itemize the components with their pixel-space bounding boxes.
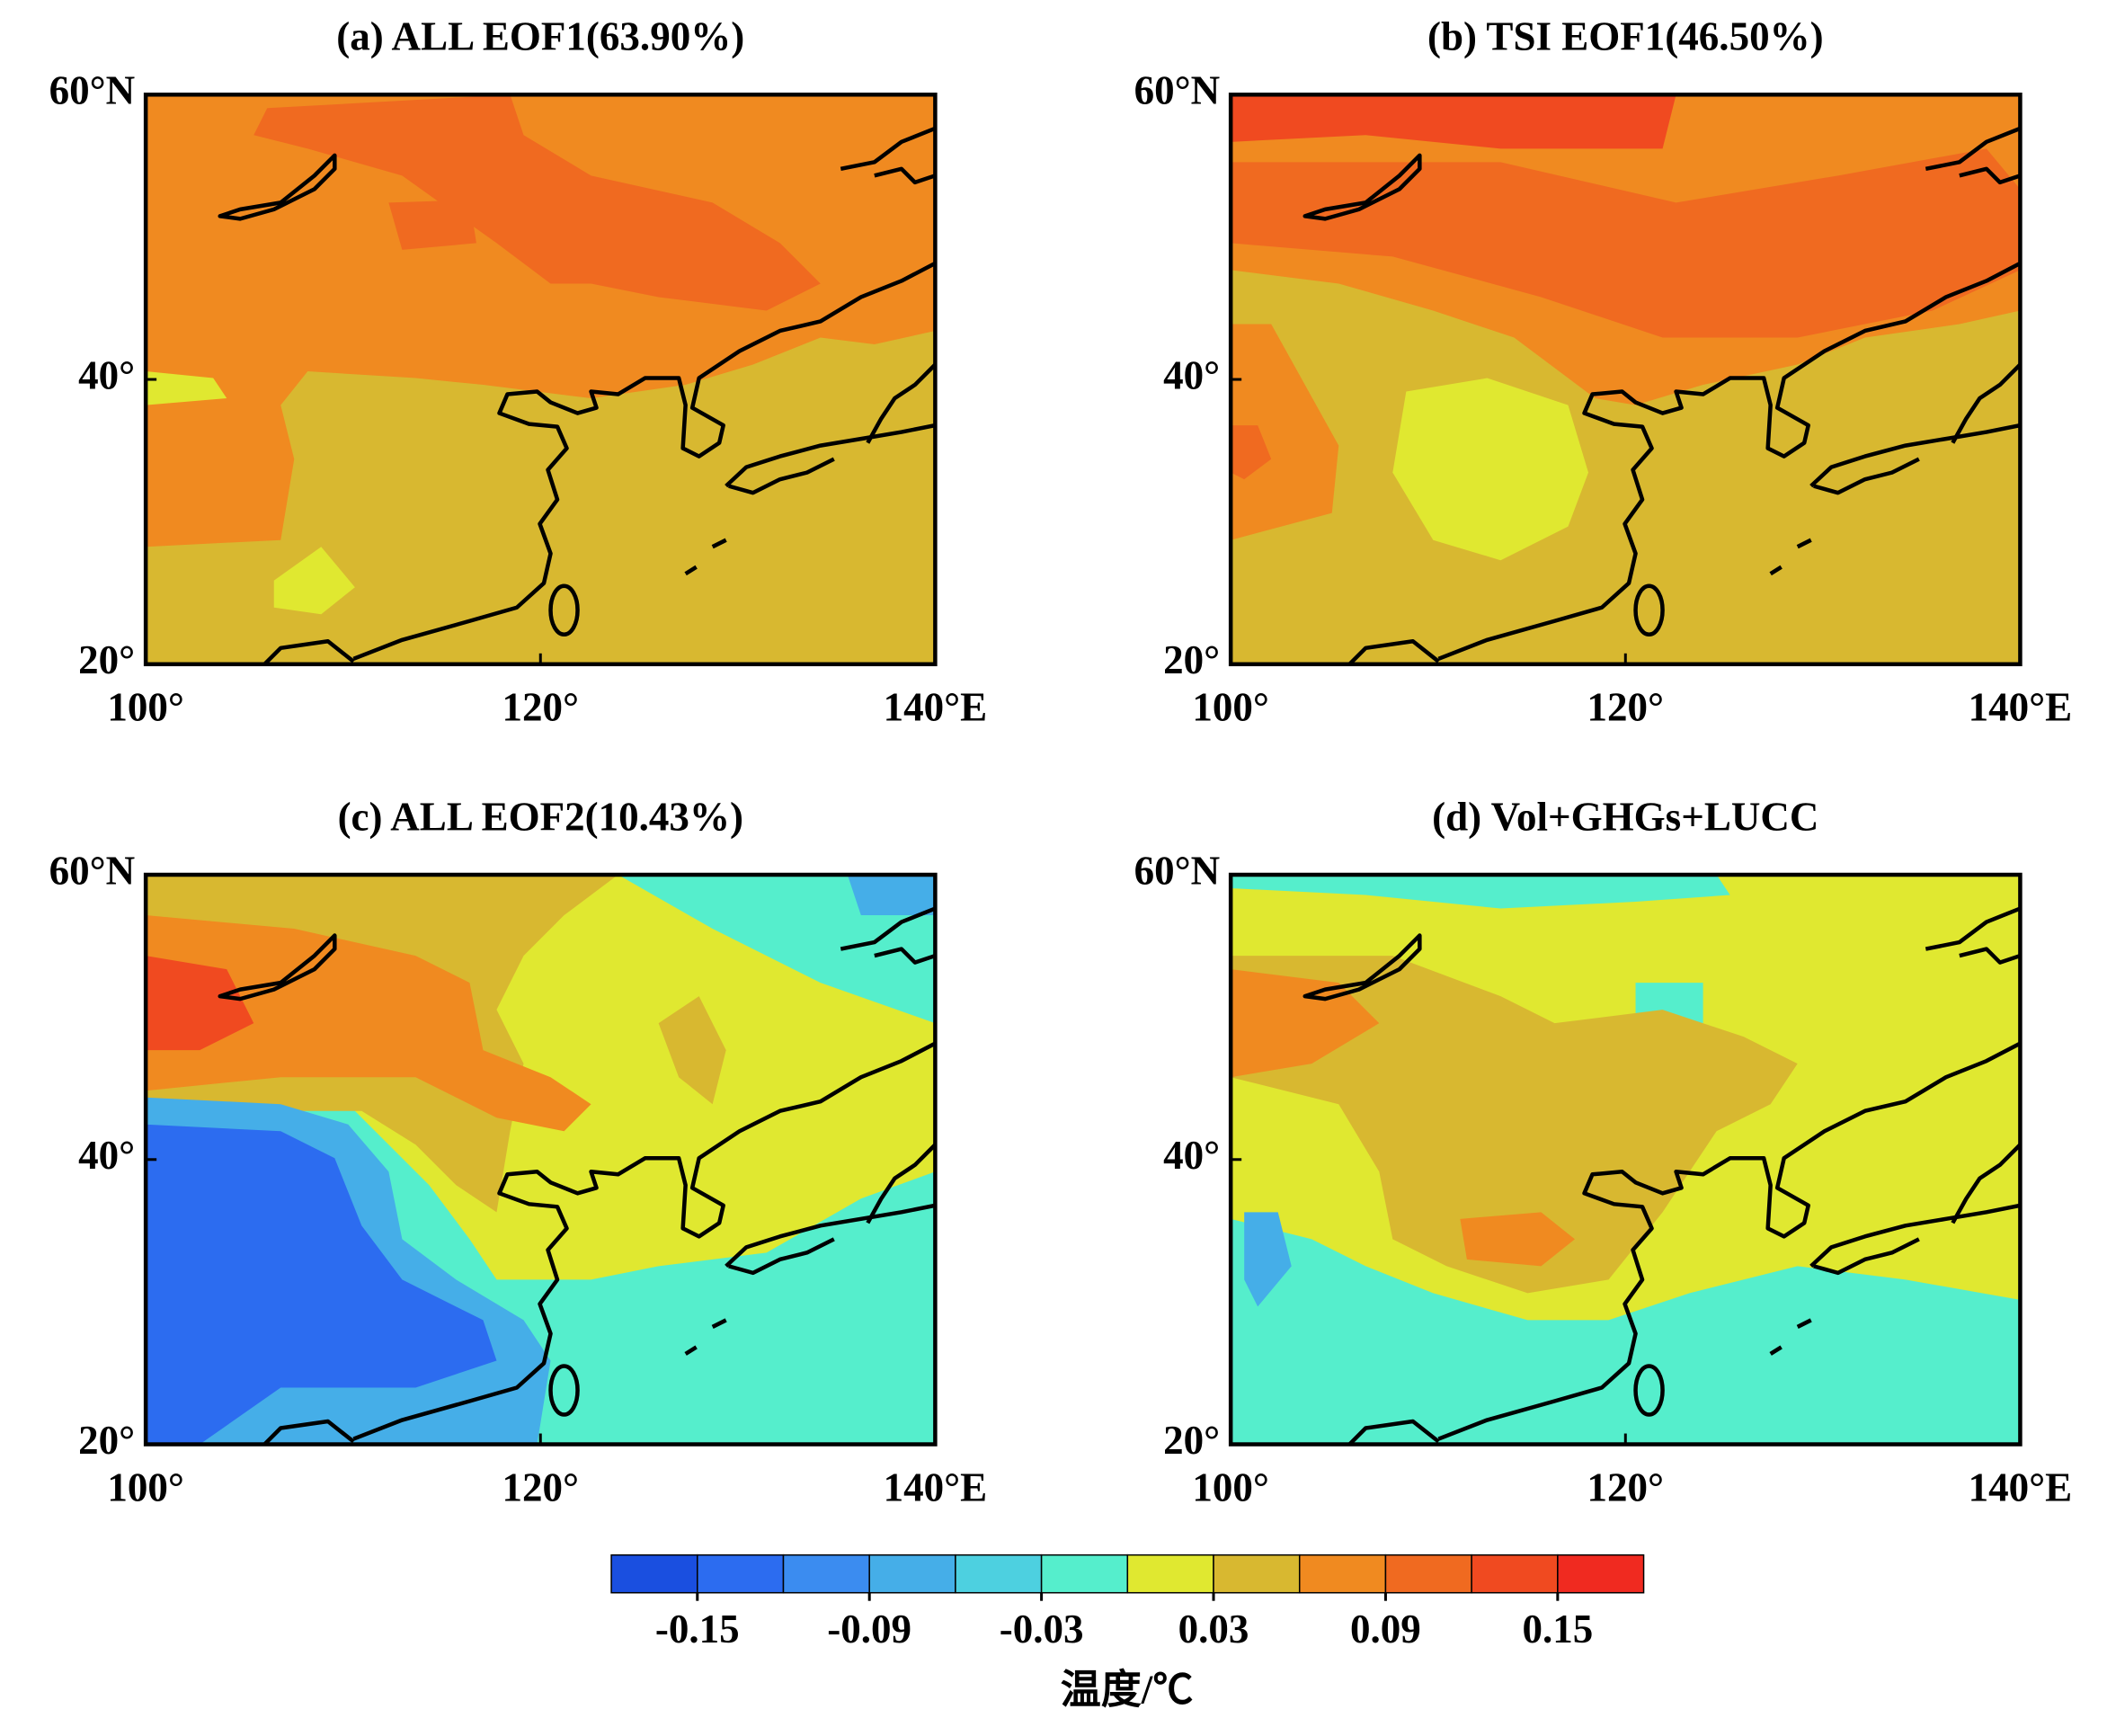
contour-fill xyxy=(1244,1212,1292,1307)
contour-fill xyxy=(146,915,591,1132)
colorbar-box xyxy=(1040,1553,1129,1594)
panel-title: (c) ALL EOF2(10.43%) xyxy=(338,794,743,839)
colorbar-tick-label: -0.15 xyxy=(655,1607,740,1651)
colorbar-box xyxy=(1126,1553,1214,1594)
x-tick-label: 140°E xyxy=(884,1464,988,1509)
x-tick-label: 120° xyxy=(502,1464,579,1509)
x-tick-label: 100° xyxy=(1192,1464,1269,1509)
colorbar-box xyxy=(955,1553,1043,1594)
x-tick-label: 120° xyxy=(1587,685,1665,730)
y-tick-label: 40° xyxy=(1163,1133,1220,1178)
colorbar-tick-label: -0.09 xyxy=(827,1607,911,1651)
colorbar-box xyxy=(868,1553,956,1594)
contour-fill xyxy=(658,996,726,1105)
map-panel-b xyxy=(1228,93,2023,667)
x-tick-label: 140°E xyxy=(1969,1464,2073,1509)
x-tick-label: 120° xyxy=(502,685,579,730)
y-tick-label: 20° xyxy=(78,1418,135,1463)
contour-fill xyxy=(1231,94,1676,149)
x-tick-label: 100° xyxy=(1192,685,1269,730)
contour-fill xyxy=(1231,956,1798,1294)
y-tick-label: 40° xyxy=(78,1133,135,1178)
colorbar-box xyxy=(1298,1553,1387,1594)
colorbar-tick-label: 0.03 xyxy=(1178,1607,1249,1651)
y-tick-label: 60°N xyxy=(49,848,136,893)
colorbar-label: 温度/℃ xyxy=(1061,1668,1194,1713)
x-tick-label: 140°E xyxy=(1969,685,2073,730)
contour-fill xyxy=(1460,1212,1575,1267)
contour-fill xyxy=(253,94,821,311)
colorbar-box xyxy=(1213,1553,1301,1594)
panel-title: (d) Vol+GHGs+LUCC xyxy=(1432,794,1818,839)
contour-fill xyxy=(1231,425,1272,480)
x-tick-label: 100° xyxy=(107,685,184,730)
contour-fill xyxy=(388,200,476,250)
contour-fill xyxy=(146,94,936,548)
y-tick-label: 20° xyxy=(78,637,135,682)
colorbar-box xyxy=(1557,1553,1645,1594)
colorbar-tick-label: -0.03 xyxy=(1000,1607,1084,1651)
colorbar-box xyxy=(782,1553,870,1594)
contour-fill xyxy=(146,956,254,1051)
y-tick-label: 20° xyxy=(1163,1418,1220,1463)
contour-fill xyxy=(273,547,355,615)
y-tick-label: 60°N xyxy=(1134,68,1221,113)
contour-fill xyxy=(1231,875,1730,909)
contour-fill xyxy=(1231,324,1339,540)
colorbar-box xyxy=(1471,1553,1559,1594)
colorbar-tick-label: 0.09 xyxy=(1350,1607,1421,1651)
contour-fill xyxy=(146,371,227,405)
map-panel-a xyxy=(143,93,938,667)
colorbar-tick-label: 0.15 xyxy=(1522,1607,1593,1651)
y-tick-label: 20° xyxy=(1163,637,1220,682)
x-tick-label: 140°E xyxy=(884,685,988,730)
colorbar-box xyxy=(610,1553,698,1594)
contour-fill xyxy=(847,875,936,916)
panel-title: (a) ALL EOF1(63.90%) xyxy=(336,14,744,59)
map-panel-c xyxy=(143,872,938,1447)
colorbar-box xyxy=(697,1553,785,1594)
map-panel-d xyxy=(1228,872,2023,1447)
panel-title: (b) TSI EOF1(46.50%) xyxy=(1427,14,1824,59)
contour-fill xyxy=(1231,1218,2021,1445)
x-tick-label: 120° xyxy=(1587,1464,1665,1509)
y-tick-label: 40° xyxy=(78,352,135,397)
colorbar-box xyxy=(1384,1553,1472,1594)
y-tick-label: 60°N xyxy=(49,68,136,113)
y-tick-label: 40° xyxy=(1163,352,1220,397)
contour-fill xyxy=(146,1124,497,1445)
contour-fill xyxy=(1392,378,1589,561)
y-tick-label: 60°N xyxy=(1134,848,1221,893)
contour-fill xyxy=(1231,148,2021,338)
x-tick-label: 100° xyxy=(107,1464,184,1509)
